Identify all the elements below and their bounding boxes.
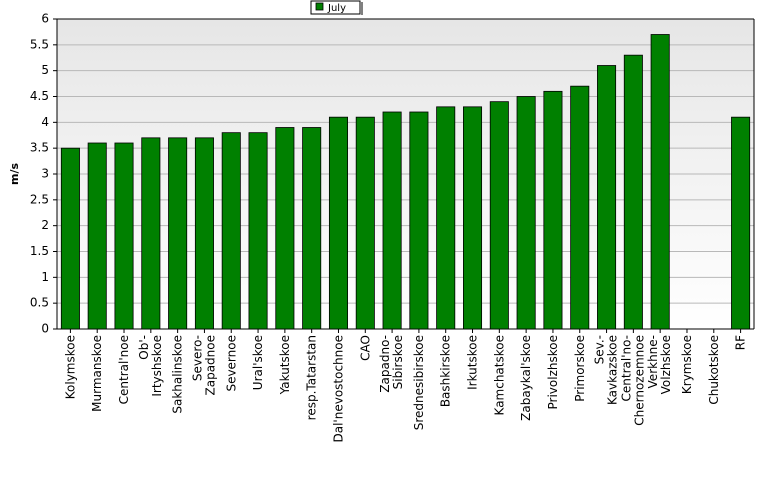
x-tick-label: Sev.-Kavkazskoe <box>593 335 620 405</box>
legend-swatch <box>315 2 324 11</box>
legend-shadow <box>361 2 363 15</box>
x-tick-label: Srednesibirskoe <box>412 335 426 430</box>
x-tick-label: Sakhalinskoe <box>171 335 185 414</box>
bar <box>355 116 375 330</box>
y-tick-label: 0 <box>41 322 49 336</box>
legend[interactable]: July <box>310 0 363 15</box>
y-tick-label: 0.5 <box>30 296 49 310</box>
bar <box>60 147 80 330</box>
y-tick-label: 6 <box>41 12 49 26</box>
legend-label: July <box>327 3 346 14</box>
bar <box>302 127 322 330</box>
bar <box>463 106 483 330</box>
y-tick-label: 2.5 <box>30 192 49 206</box>
y-tick-label: 4.5 <box>30 89 49 103</box>
x-tick-label: Privolzhskoe <box>546 335 560 409</box>
bar <box>516 96 536 330</box>
x-tick-label: Ob'-Irtyshskoe <box>137 335 164 397</box>
x-tick-label: Severnoe <box>224 335 238 392</box>
x-tick-label: Primorskoe <box>573 335 587 402</box>
y-axis-label: m/s <box>8 163 21 185</box>
x-tick-label: Irkutskoe <box>466 335 480 390</box>
x-tick-label: Central'no-Chernozemnoe <box>619 335 646 426</box>
bar <box>141 137 161 330</box>
x-tick-label: Verkhne-Volzhskoe <box>646 335 673 394</box>
bar <box>409 111 429 330</box>
bar <box>114 142 134 330</box>
x-tick-label: Zapadno-Sibirskoe <box>378 335 405 393</box>
y-tick-label: 3.5 <box>30 141 49 155</box>
y-tick-label: 1.5 <box>30 244 49 258</box>
x-tick-label: RF <box>734 335 748 350</box>
y-tick-label: 4 <box>41 115 49 129</box>
x-tick-label: CAO <box>358 335 372 361</box>
x-tick-label: Central'noe <box>117 335 131 404</box>
bar <box>328 116 348 330</box>
bar <box>489 101 509 330</box>
x-tick-label: Bashkirskoe <box>439 335 453 407</box>
bar <box>87 142 107 330</box>
bar <box>382 111 402 330</box>
bar <box>248 132 268 330</box>
bar <box>194 137 214 330</box>
x-tick-label: Chukotskoe <box>707 335 721 405</box>
x-tick-label: Murmanskoe <box>90 335 104 412</box>
x-tick-label: Dal'nevostochnoe <box>331 335 345 443</box>
y-tick-label: 2 <box>41 218 49 232</box>
x-tick-label: Zabaykal'skoe <box>519 335 533 421</box>
bar <box>168 137 188 330</box>
x-tick-label: Kamchatskoe <box>492 335 506 415</box>
bar <box>650 34 670 330</box>
x-tick-label: Kolymskoe <box>63 335 77 399</box>
bar <box>623 54 643 330</box>
bar <box>731 116 751 330</box>
y-tick-label: 3 <box>41 167 49 181</box>
x-tick-label: Krymskoe <box>680 335 694 394</box>
x-tick-label: Severo-Zapadnoe <box>190 335 217 396</box>
y-tick-label: 1 <box>41 270 49 284</box>
bar <box>543 90 563 330</box>
x-tick-label: resp.Tatarstan <box>305 335 319 420</box>
y-tick-label: 5 <box>41 63 49 77</box>
bar <box>275 127 295 330</box>
bar <box>436 106 456 330</box>
bar <box>221 132 241 330</box>
x-tick-label: Ural'skoe <box>251 335 265 390</box>
x-tick-label: Yakutskoe <box>278 335 292 395</box>
bar <box>597 65 617 330</box>
bar <box>570 85 590 330</box>
y-tick-label: 5.5 <box>30 37 49 51</box>
